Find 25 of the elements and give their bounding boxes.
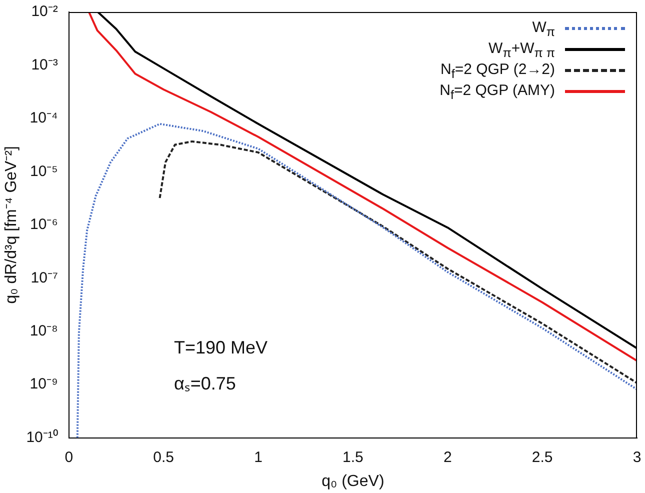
x-tick-label: 2 (443, 448, 452, 466)
y-tick-label: 10⁻⁹ (30, 376, 58, 393)
legend-label: W$_{π}$+W$_{π π}$ (488, 40, 555, 60)
legend-label: W$_{π}$ (532, 18, 555, 38)
y-tick-label: 10⁻² (31, 3, 58, 20)
x-axis-title: q₀ (GeV) (322, 472, 384, 490)
x-tick-label: 1.5 (342, 448, 364, 466)
x-tick-label: 0 (64, 448, 74, 466)
x-tick-label: 3 (632, 448, 642, 466)
annotation: αₛ=0.75 (174, 374, 236, 394)
line-series (76, 122, 637, 438)
x-tick-label: 1 (254, 448, 262, 466)
legend-label: N$_{f}$=2 QGP (AMY) (440, 82, 555, 102)
y-tick-label: 10⁻¹⁰ (26, 428, 58, 446)
y-tick-label: 10⁻⁵ (30, 162, 58, 180)
y-axis-title: q₀ dR/d³q [fm⁻⁴ GeV⁻²] (3, 146, 20, 304)
y-tick-label: 10⁻³ (31, 56, 58, 74)
y-tick-label: 10⁻⁸ (30, 322, 58, 340)
x-tick-label: 2.5 (532, 448, 553, 466)
y-tick-label: 10⁻⁴ (30, 110, 58, 127)
annotation: T=190 MeV (174, 337, 268, 358)
legend-label: N$_{f}$=2 QGP (2→2) (440, 60, 555, 80)
x-tick-label: 0.5 (153, 448, 174, 466)
y-tick-label: 10⁻⁷ (30, 269, 58, 286)
y-tick-label: 10⁻⁶ (30, 216, 58, 234)
